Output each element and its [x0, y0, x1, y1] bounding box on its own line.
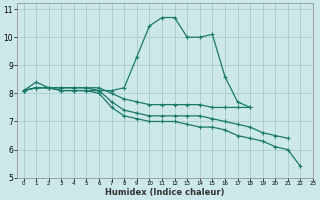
X-axis label: Humidex (Indice chaleur): Humidex (Indice chaleur) — [105, 188, 225, 197]
